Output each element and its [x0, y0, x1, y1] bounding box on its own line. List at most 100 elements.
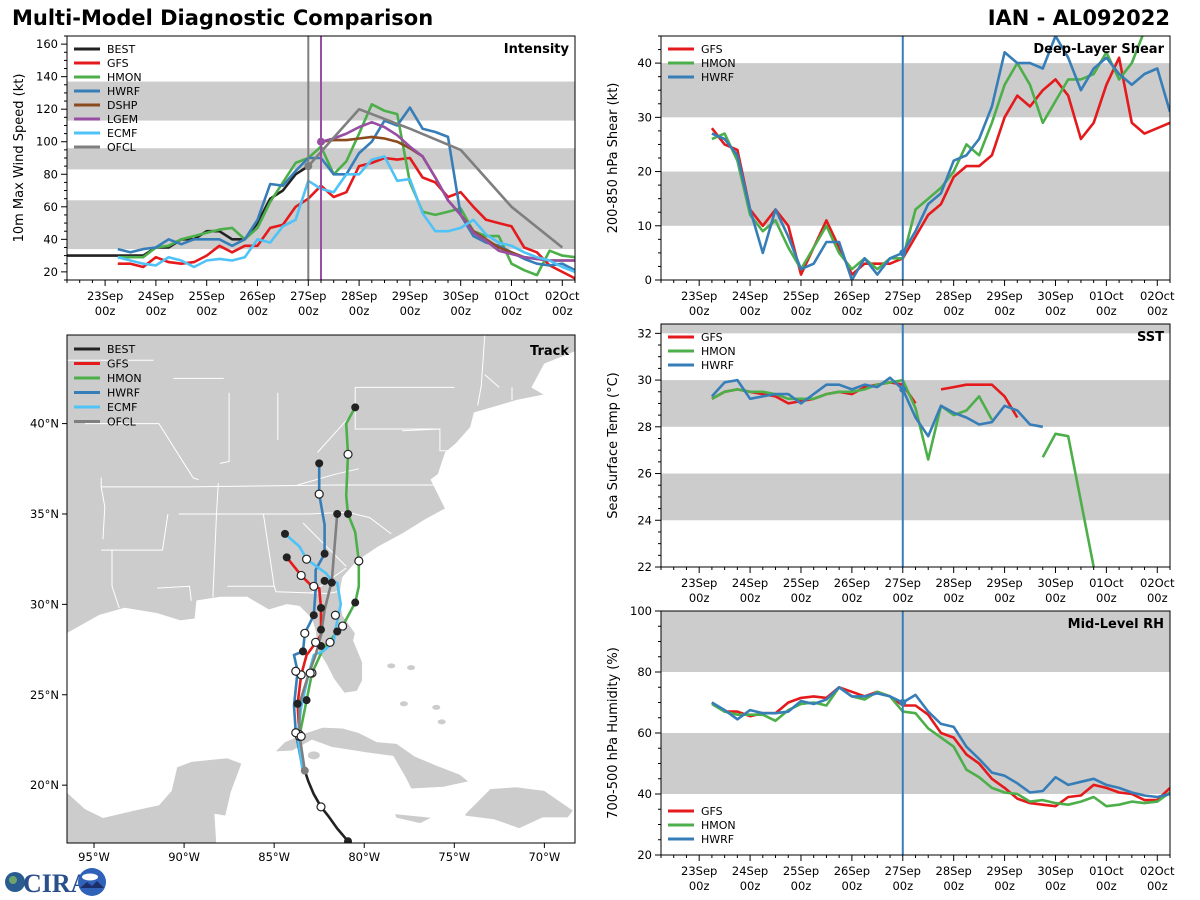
- panel-title: SST: [1137, 330, 1164, 345]
- track-marker-hmon: [344, 509, 353, 518]
- legend-label-hmon: HMON: [701, 819, 736, 832]
- x-tick-sublabel: 00z: [740, 591, 761, 605]
- x-tick-sublabel: 00z: [1045, 591, 1066, 605]
- x-tick-sublabel: 00z: [791, 591, 812, 605]
- x-tick-label: 28Sep: [936, 864, 972, 878]
- x-tick-label: 26Sep: [834, 576, 870, 590]
- track-marker-hwrf: [315, 459, 324, 468]
- x-tick-label: 90°W: [168, 850, 200, 864]
- x-tick-label: 95°W: [78, 850, 110, 864]
- x-tick-label: 26Sep: [239, 289, 275, 303]
- x-tick-label: 01Oct: [1089, 289, 1124, 303]
- panel-title: Track: [530, 344, 569, 359]
- series-line-ecmf: [117, 155, 575, 274]
- x-tick-label: 28Sep: [341, 289, 377, 303]
- legend-label-hmon: HMON: [107, 372, 142, 385]
- legend-label-hmon: HMON: [701, 57, 736, 70]
- legend-label-hwrf: HWRF: [701, 359, 734, 372]
- land-bahamas: [437, 719, 446, 725]
- x-tick-sublabel: 00z: [552, 304, 573, 318]
- series-line-gfs: [940, 383, 1019, 419]
- track-marker-hwrf: [309, 611, 318, 620]
- legend-label-gfs: GFS: [107, 57, 129, 70]
- track-marker-ecmf: [280, 529, 289, 538]
- main-title: Multi-Model Diagnostic Comparison: [12, 6, 434, 30]
- state-border: [477, 335, 486, 406]
- x-tick-sublabel: 00z: [892, 879, 913, 893]
- land-isla-juventud: [307, 751, 320, 760]
- y-tick-label: 20: [637, 848, 652, 862]
- shaded-band: [661, 611, 1170, 672]
- series-line-gfs: [711, 685, 1170, 808]
- x-tick-sublabel: 00z: [791, 879, 812, 893]
- x-tick-label: 25Sep: [189, 289, 225, 303]
- x-tick-sublabel: 00z: [196, 304, 217, 318]
- track-marker-hwrf: [314, 489, 324, 499]
- plot-frame: [66, 334, 576, 844]
- series-line-gfs: [117, 156, 575, 280]
- x-tick-sublabel: 00z: [1096, 591, 1117, 605]
- y-tick-label: 160: [36, 37, 58, 51]
- series-line-hwrf: [711, 36, 1170, 280]
- y-tick-label: 40: [637, 787, 652, 801]
- y-tick-label: 20: [43, 265, 58, 279]
- track-marker-ecmf: [296, 731, 306, 741]
- y-tick-label: 10: [637, 219, 652, 233]
- x-tick-label: 30Sep: [1037, 289, 1073, 303]
- legend-label-gfs: GFS: [701, 805, 723, 818]
- x-tick-label: 23Sep: [87, 289, 123, 303]
- track-marker-ofcl: [320, 576, 329, 585]
- x-tick-label: 02Oct: [545, 289, 580, 303]
- x-tick-label: 23Sep: [681, 864, 717, 878]
- track-marker-best: [344, 837, 353, 843]
- chart-rh: 23Sep00z24Sep00z25Sep00z26Sep00z27Sep00z…: [606, 604, 1175, 893]
- state-border: [227, 585, 338, 595]
- legend-label-hwrf: HWRF: [107, 387, 140, 400]
- hwrf-init-marker: [899, 699, 907, 706]
- hwrf-init-marker: [899, 249, 907, 257]
- land-cuba: [274, 726, 470, 790]
- x-tick-sublabel: 00z: [1147, 591, 1168, 605]
- series-group: [67, 103, 575, 280]
- x-tick-sublabel: 00z: [1045, 879, 1066, 893]
- track-marker-hwrf: [320, 549, 329, 558]
- x-tick-sublabel: 00z: [943, 879, 964, 893]
- x-tick-label: 27Sep: [885, 864, 921, 878]
- series-line-lgem: [320, 120, 575, 262]
- x-tick-sublabel: 00z: [994, 879, 1015, 893]
- x-tick-sublabel: 00z: [994, 304, 1015, 318]
- panel-title: Deep-Layer Shear: [1033, 42, 1164, 57]
- land-north-america: [67, 335, 575, 694]
- shaded-band: [661, 733, 1170, 794]
- x-tick-label: 26Sep: [834, 289, 870, 303]
- x-tick-label: 24Sep: [732, 289, 768, 303]
- chart-sst: 23Sep00z24Sep00z25Sep00z26Sep00z27Sep00z…: [606, 323, 1175, 605]
- x-tick-label: 25Sep: [783, 289, 819, 303]
- x-tick-sublabel: 00z: [791, 304, 812, 318]
- state-border: [484, 374, 500, 388]
- x-tick-label: 23Sep: [681, 289, 717, 303]
- legend-label-best: BEST: [107, 43, 135, 56]
- cloud-emblem-icon: [78, 868, 106, 896]
- state-border: [402, 428, 453, 452]
- state-border: [111, 550, 120, 609]
- x-tick-label: 02Oct: [1140, 864, 1175, 878]
- track-line-ofcl: [298, 513, 339, 771]
- chart-track: 95°W 90°W 85°W 80°W 75°W 70°W 20°N 25°N 30°N 35°N…: [30, 334, 576, 864]
- x-tick-sublabel: 00z: [298, 304, 319, 318]
- chart-shear: 23Sep00z24Sep00z25Sep00z26Sep00z27Sep00z…: [606, 35, 1175, 318]
- x-tick-label: 25Sep: [783, 864, 819, 878]
- track-marker-hmon: [354, 556, 364, 566]
- x-tick-label: 28Sep: [936, 576, 972, 590]
- y-tick-label: 30°N: [30, 597, 59, 611]
- x-tick-sublabel: 00z: [740, 879, 761, 893]
- series-group: [710, 36, 1170, 280]
- x-tick-label: 30Sep: [443, 289, 479, 303]
- shaded-band: [661, 63, 1170, 118]
- y-tick-label: 80: [637, 665, 652, 679]
- x-tick-sublabel: 00z: [450, 304, 471, 318]
- x-tick-label: 24Sep: [138, 289, 174, 303]
- state-border: [262, 513, 275, 587]
- track-marker-ofcl: [300, 766, 309, 775]
- y-tick-label: 28: [637, 420, 652, 434]
